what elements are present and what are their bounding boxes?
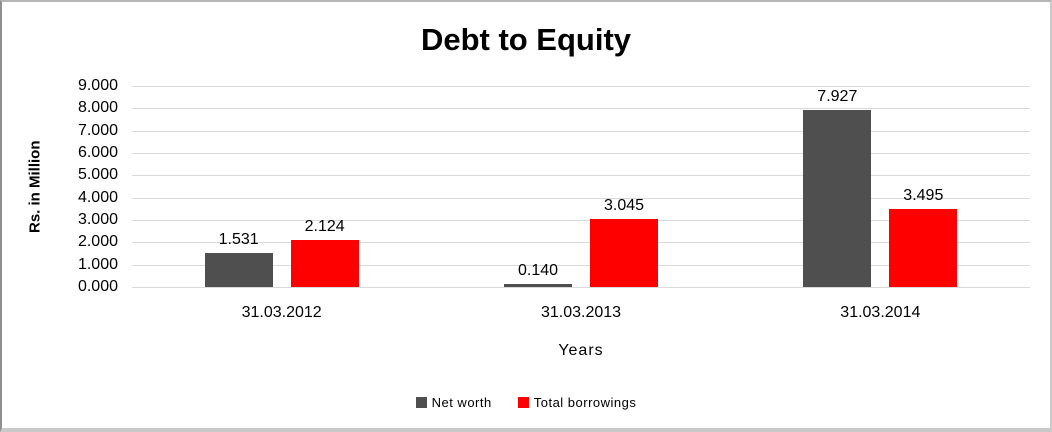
y-tick-label: 0.000: [77, 278, 118, 295]
bar-data-label: 7.927: [817, 87, 858, 105]
gridline: [132, 219, 1030, 221]
bar-data-label: 0.140: [517, 261, 559, 279]
legend-label-net-worth: Net worth: [431, 395, 492, 410]
gridline: [132, 108, 1030, 110]
y-tick-label: 1.000: [77, 255, 118, 273]
gridline: [132, 287, 1030, 288]
legend: Net worth Total borrowings: [2, 395, 1050, 410]
y-tick-label: 3.000: [77, 210, 118, 228]
x-category-label: 31.03.2012: [241, 304, 322, 321]
bar-data-label: 3.045: [603, 197, 645, 214]
total-borrowings-swatch-icon: [517, 397, 529, 408]
chart-title: Debt to Equity: [420, 22, 632, 57]
y-tick-label: 8.000: [77, 99, 118, 117]
y-tick-label: 7.000: [77, 121, 118, 139]
bar-data-label: 2.124: [304, 217, 345, 235]
net-worth-swatch-icon: [415, 397, 427, 408]
gridline: [132, 130, 1030, 132]
y-tick-label: 6.000: [77, 143, 118, 161]
bar-data-label: 3.495: [903, 186, 944, 204]
bar-net-worth-31.03.2014: 7.927: [803, 88, 872, 287]
y-axis-ticks: 0.000 1.000 2.000 3.000 4.000 5.000 6.000 7.000…: [2, 77, 118, 295]
gridline: [132, 86, 1030, 87]
y-tick-label: 5.000: [77, 166, 118, 184]
gridline: [132, 152, 1030, 154]
legend-item-net-worth: Net worth: [415, 395, 492, 410]
gridline: [132, 264, 1030, 266]
bar-data-label: 1.531: [218, 230, 259, 248]
gridline: [132, 242, 1030, 244]
legend-item-total-borrowings: Total borrowings: [517, 395, 637, 410]
bar-total-borrowings-31.03.2013: 3.045: [590, 197, 658, 287]
x-axis-title: Years: [558, 342, 604, 359]
legend-label-total-borrowings: Total borrowings: [533, 395, 637, 410]
gridline: [132, 175, 1030, 177]
gridline: [132, 197, 1030, 199]
x-category-label: 31.03.2013: [540, 304, 622, 321]
x-category-label: 31.03.2014: [840, 304, 921, 321]
bar-net-worth-31.03.2012: 1.531: [204, 231, 273, 287]
y-tick-label: 9.000: [77, 77, 118, 94]
plot-area: 1.531 2.124 31.03.2012 0.140 3.045 31.03.2013…: [132, 86, 1030, 321]
bar-total-borrowings-31.03.2012: 2.124: [290, 218, 359, 287]
y-tick-label: 2.000: [77, 233, 118, 251]
bar-net-worth-31.03.2013: 0.140: [504, 262, 572, 287]
bar-total-borrowings-31.03.2014: 3.495: [889, 187, 958, 287]
y-tick-label: 4.000: [77, 188, 118, 206]
